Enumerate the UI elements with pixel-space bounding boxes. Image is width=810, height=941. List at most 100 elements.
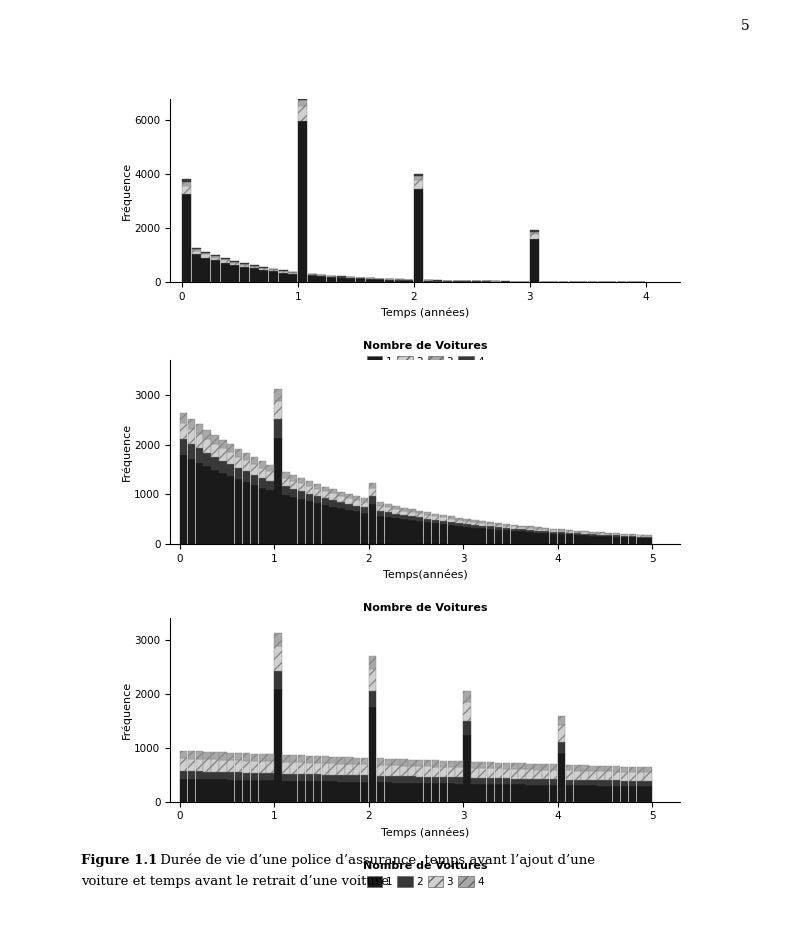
Bar — [202, 254, 211, 258]
Bar — [637, 535, 644, 536]
Bar — [479, 784, 486, 802]
Bar — [590, 532, 597, 533]
Bar — [620, 535, 628, 537]
Bar — [369, 488, 376, 496]
Bar — [327, 277, 336, 282]
Bar — [526, 530, 534, 532]
Bar — [414, 180, 423, 188]
Bar — [432, 523, 439, 544]
Bar — [487, 784, 494, 802]
Bar — [471, 528, 479, 544]
Bar — [385, 776, 392, 782]
Bar — [322, 491, 329, 498]
Bar — [235, 760, 242, 773]
Bar — [424, 280, 433, 282]
Bar — [353, 496, 360, 500]
Bar — [330, 493, 337, 500]
Bar — [542, 770, 549, 779]
Bar — [258, 487, 266, 544]
Bar — [542, 764, 549, 770]
Bar — [235, 773, 242, 780]
Bar — [393, 759, 400, 765]
Bar — [582, 780, 589, 786]
Bar — [298, 484, 305, 491]
Bar — [180, 758, 187, 771]
Bar — [298, 499, 305, 544]
Bar — [582, 771, 589, 780]
Bar — [510, 769, 518, 778]
Bar — [353, 511, 360, 544]
Bar — [290, 497, 297, 544]
Bar — [188, 758, 195, 772]
Bar — [345, 504, 352, 510]
Bar — [230, 264, 239, 282]
Bar — [433, 280, 442, 282]
Bar — [471, 778, 479, 784]
Bar — [550, 785, 557, 802]
Bar — [308, 276, 317, 282]
Bar — [440, 767, 447, 777]
Bar — [188, 459, 195, 544]
Bar — [180, 423, 187, 439]
Bar — [432, 783, 439, 802]
Bar — [455, 526, 463, 544]
Bar — [518, 763, 526, 769]
Bar — [220, 779, 227, 802]
Bar — [347, 278, 356, 282]
Bar — [542, 528, 549, 529]
Bar — [637, 767, 644, 773]
Bar — [550, 779, 557, 785]
Bar — [487, 762, 494, 768]
Bar — [432, 519, 439, 523]
Bar — [345, 758, 352, 764]
Bar — [573, 771, 581, 780]
Bar — [424, 515, 431, 518]
Bar — [345, 494, 352, 498]
Bar — [377, 516, 384, 544]
Bar — [282, 471, 289, 477]
Bar — [180, 779, 187, 802]
Bar — [645, 773, 652, 781]
Bar — [535, 533, 542, 544]
Bar — [510, 526, 518, 529]
Bar — [597, 780, 604, 786]
Bar — [182, 185, 191, 195]
Bar — [400, 776, 407, 783]
Bar — [182, 179, 191, 182]
Bar — [377, 511, 384, 516]
Bar — [550, 770, 557, 779]
Bar — [298, 100, 307, 105]
Bar — [369, 707, 376, 802]
Bar — [306, 502, 313, 544]
Bar — [645, 538, 652, 544]
Bar — [192, 248, 201, 249]
Bar — [269, 270, 278, 271]
Bar — [290, 475, 297, 481]
Bar — [298, 762, 305, 774]
Bar — [424, 512, 431, 515]
Y-axis label: Fréquence: Fréquence — [121, 423, 131, 481]
Bar — [479, 768, 486, 778]
Bar — [400, 783, 407, 802]
Text: voiture et temps avant le retrait d’une voiture: voiture et temps avant le retrait d’une … — [81, 874, 389, 887]
Bar — [463, 524, 471, 527]
Bar — [620, 772, 628, 781]
Bar — [645, 787, 652, 802]
Bar — [243, 780, 250, 802]
Bar — [251, 485, 258, 544]
Bar — [416, 514, 424, 518]
Bar — [385, 782, 392, 802]
Bar — [243, 454, 250, 460]
Bar — [337, 757, 344, 764]
Bar — [597, 786, 604, 802]
Bar — [243, 760, 250, 773]
Bar — [220, 263, 230, 282]
Bar — [235, 468, 242, 479]
Bar — [345, 498, 352, 504]
Bar — [258, 478, 266, 487]
Bar — [535, 785, 542, 802]
Bar — [385, 512, 392, 517]
Bar — [227, 464, 234, 476]
Bar — [195, 448, 202, 463]
Bar — [251, 773, 258, 780]
